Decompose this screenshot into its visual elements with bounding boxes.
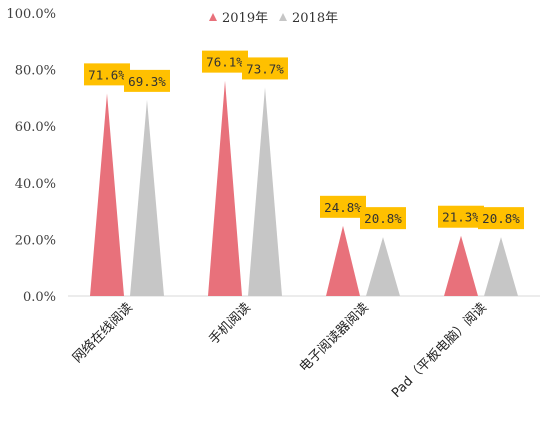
data-label-background — [84, 63, 130, 86]
data-label: 20.8% — [482, 211, 520, 226]
x-axis: 网络在线阅读 手机阅读 电子阅读器阅读 Pad（平板电脑）阅读 — [68, 295, 540, 401]
y-tick-label: 60.0% — [15, 120, 56, 135]
bar — [130, 99, 164, 296]
data-label: 71.6% — [88, 67, 126, 82]
bar — [208, 80, 242, 297]
y-tick-label: 100.0% — [6, 7, 56, 22]
data-label: 69.3% — [128, 74, 166, 89]
data-label-background — [478, 207, 524, 230]
bar — [484, 237, 518, 296]
data-label-background — [320, 195, 366, 218]
bar — [248, 87, 282, 296]
y-tick-label: 80.0% — [15, 64, 56, 79]
data-label-background — [438, 205, 484, 228]
data-label: 21.3% — [442, 210, 480, 225]
data-label-background — [202, 50, 248, 73]
legend-marker — [209, 13, 217, 21]
data-label: 24.8% — [324, 200, 362, 215]
legend: 2019年 2018年 — [209, 11, 338, 26]
bar — [444, 235, 478, 296]
data-label: 76.1% — [206, 55, 244, 70]
y-axis: 0.0% 20.0% 40.0% 60.0% 80.0% 100.0% — [6, 7, 56, 305]
bar — [366, 237, 400, 296]
y-tick-label: 40.0% — [15, 177, 56, 192]
x-tick-label: 电子阅读器阅读 — [297, 300, 372, 375]
chart-marks — [90, 80, 518, 297]
bar — [326, 225, 360, 296]
x-tick-label: 手机阅读 — [206, 300, 253, 347]
legend-label: 2019年 — [222, 11, 268, 26]
data-labels: 71.6% 76.1% 24.8% 21.3% 69.3% 73.7% 20.8% 20.8% — [84, 50, 524, 230]
x-tick-label: 网络在线阅读 — [69, 300, 135, 366]
legend-marker — [279, 13, 287, 21]
data-label-background — [360, 207, 406, 230]
x-tick-label: Pad（平板电脑）阅读 — [389, 300, 490, 401]
y-tick-label: 0.0% — [23, 290, 56, 305]
legend-label: 2018年 — [292, 11, 338, 26]
data-label-background — [242, 57, 288, 80]
bar — [90, 93, 124, 296]
data-label-background — [124, 69, 170, 92]
y-tick-label: 20.0% — [15, 233, 56, 248]
data-label: 73.7% — [246, 61, 284, 76]
data-label: 20.8% — [364, 211, 402, 226]
